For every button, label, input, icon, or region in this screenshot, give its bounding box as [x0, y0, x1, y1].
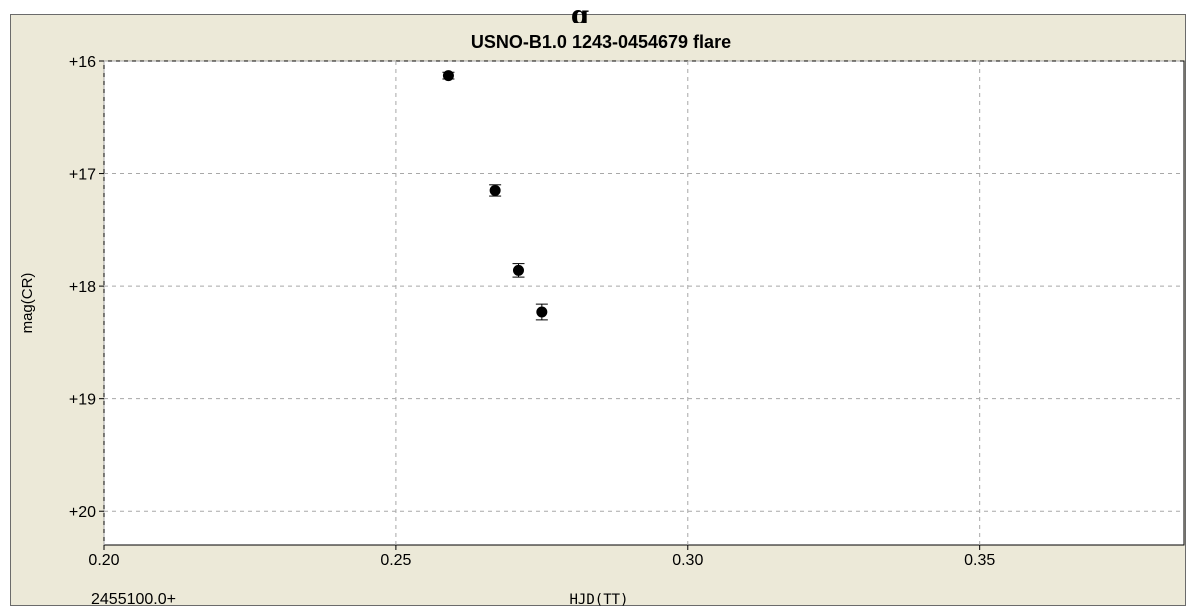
grid-lines [103, 60, 1184, 545]
plot-area [103, 60, 1185, 546]
y-tick-label-3: +19 [69, 392, 96, 409]
x-tick-label-0: 0.20 [88, 552, 119, 569]
chart-frame: g USNO-B1.0 1243-0454679 flare +16 +17 +18… [10, 9, 1186, 607]
y-axis-label: mag(CR) [19, 273, 36, 334]
x-axis-ticks: 0.20 0.25 0.30 0.35 [88, 545, 995, 569]
scatter-plot: USNO-B1.0 1243-0454679 flare +16+17+18+1… [19, 32, 1185, 607]
data-points [442, 70, 548, 321]
x-tick-label-1: 0.25 [380, 552, 411, 569]
header-fragment: g [571, 9, 611, 23]
y-tick-label-0: +16 [69, 54, 96, 71]
data-point-3 [535, 303, 548, 321]
y-axis-ticks: +16 +17 +18 +19 +20 [69, 54, 104, 521]
x-axis-prefix: 2455100.0+ [91, 591, 176, 607]
x-tick-label-2: 0.30 [672, 552, 703, 569]
data-point-0 [442, 70, 455, 82]
point-marker-1 [489, 184, 501, 196]
y-tick-label-1: +17 [69, 167, 96, 184]
data-point-2 [512, 263, 525, 278]
y-tick-label-2: +18 [69, 279, 96, 296]
point-marker-3 [536, 306, 548, 318]
point-marker-2 [512, 264, 524, 276]
point-marker-0 [442, 70, 454, 82]
x-tick-label-3: 0.35 [964, 552, 995, 569]
chart-title: USNO-B1.0 1243-0454679 flare [471, 32, 731, 52]
x-axis-label: HJD(TT) [569, 592, 628, 607]
data-point-1 [489, 184, 502, 197]
y-tick-label-4: +20 [69, 504, 96, 521]
